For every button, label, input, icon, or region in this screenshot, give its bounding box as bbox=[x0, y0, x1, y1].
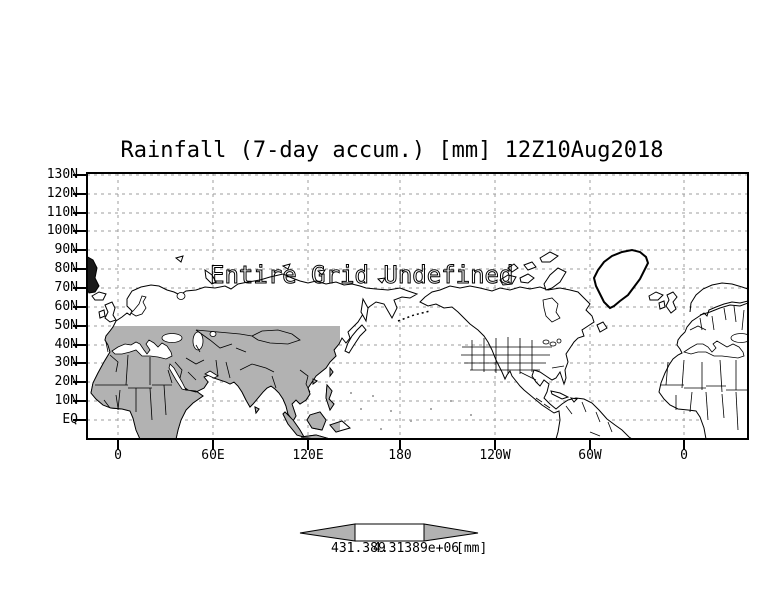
coastlines bbox=[90, 248, 747, 438]
plot-frame bbox=[86, 172, 749, 440]
ocean-speckles bbox=[344, 392, 472, 430]
y-axis-label: 120N bbox=[46, 186, 78, 201]
y-axis-label: 20N bbox=[54, 374, 78, 389]
colorbar-unit: [mm] bbox=[456, 541, 488, 556]
colorbar bbox=[299, 523, 479, 542]
x-axis-label: 180 bbox=[388, 448, 412, 463]
y-axis-label: 60N bbox=[54, 299, 78, 314]
y-axis-label: EQ bbox=[62, 412, 78, 427]
scandinavia-lines bbox=[689, 282, 747, 316]
y-axis-label: 30N bbox=[54, 355, 78, 370]
colorbar-center-box bbox=[354, 523, 425, 542]
x-axis-label: 60E bbox=[201, 448, 225, 463]
colorbar-right-arrow bbox=[423, 523, 479, 542]
aleutian-islands bbox=[397, 310, 431, 322]
y-axis-label: 90N bbox=[54, 242, 78, 257]
axis-ticks bbox=[73, 174, 685, 450]
x-axis-label: 120W bbox=[479, 448, 511, 463]
y-axis-label: 100N bbox=[46, 223, 78, 238]
world-map bbox=[88, 248, 747, 438]
graticule-gridlines bbox=[88, 174, 747, 438]
greenland-edge-fragment bbox=[88, 256, 100, 294]
plot-title: Rainfall (7-day accum.) [mm] 12Z10Aug201… bbox=[120, 138, 664, 163]
x-axis-label: 120E bbox=[292, 448, 324, 463]
x-axis-label: 0 bbox=[680, 448, 688, 463]
y-axis-label: 110N bbox=[46, 205, 78, 220]
y-axis-label: 80N bbox=[54, 261, 78, 276]
undefined-grid-message: Entire Grid Undefined bbox=[209, 261, 514, 290]
colorbar-left-arrow bbox=[299, 523, 356, 542]
y-axis-label: 10N bbox=[54, 393, 78, 408]
country-borders bbox=[95, 305, 747, 437]
y-axis-label: 50N bbox=[54, 318, 78, 333]
y-axis-label: 130N bbox=[46, 167, 78, 182]
y-axis-label: 40N bbox=[54, 337, 78, 352]
x-axis-label: 0 bbox=[114, 448, 122, 463]
colorbar-value-right: 4.31389e+06 bbox=[373, 541, 460, 556]
colorbar-value-left: 431.389 bbox=[331, 541, 386, 556]
x-axis-label: 60W bbox=[578, 448, 602, 463]
y-axis-label: 70N bbox=[54, 280, 78, 295]
inland-seas bbox=[111, 292, 747, 391]
